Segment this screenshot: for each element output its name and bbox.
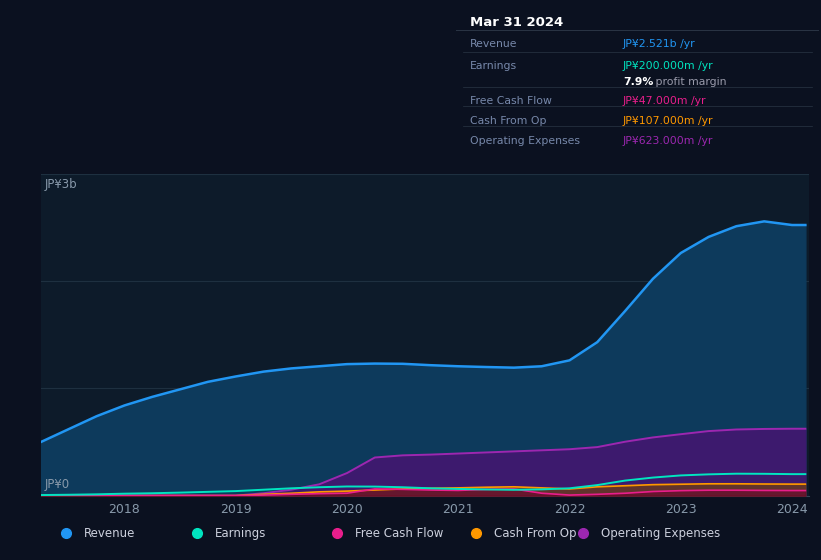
Text: Revenue: Revenue <box>84 527 135 540</box>
Text: JP¥2.521b /yr: JP¥2.521b /yr <box>623 39 695 49</box>
Text: Free Cash Flow: Free Cash Flow <box>470 96 552 106</box>
Text: Earnings: Earnings <box>470 61 517 71</box>
Text: JP¥200.000m /yr: JP¥200.000m /yr <box>623 61 713 71</box>
Text: Cash From Op: Cash From Op <box>470 116 547 125</box>
Text: Mar 31 2024: Mar 31 2024 <box>470 16 563 29</box>
Text: JP¥47.000m /yr: JP¥47.000m /yr <box>623 96 706 106</box>
Text: Earnings: Earnings <box>215 527 267 540</box>
Text: Cash From Op: Cash From Op <box>494 527 576 540</box>
Text: Operating Expenses: Operating Expenses <box>470 136 580 146</box>
Text: profit margin: profit margin <box>652 77 727 87</box>
Text: JP¥0: JP¥0 <box>45 478 70 491</box>
Text: Free Cash Flow: Free Cash Flow <box>355 527 443 540</box>
Text: Revenue: Revenue <box>470 39 518 49</box>
Text: JP¥623.000m /yr: JP¥623.000m /yr <box>623 136 713 146</box>
Text: Operating Expenses: Operating Expenses <box>601 527 720 540</box>
Text: JP¥3b: JP¥3b <box>45 179 77 192</box>
Text: JP¥107.000m /yr: JP¥107.000m /yr <box>623 116 713 125</box>
Text: 7.9%: 7.9% <box>623 77 654 87</box>
